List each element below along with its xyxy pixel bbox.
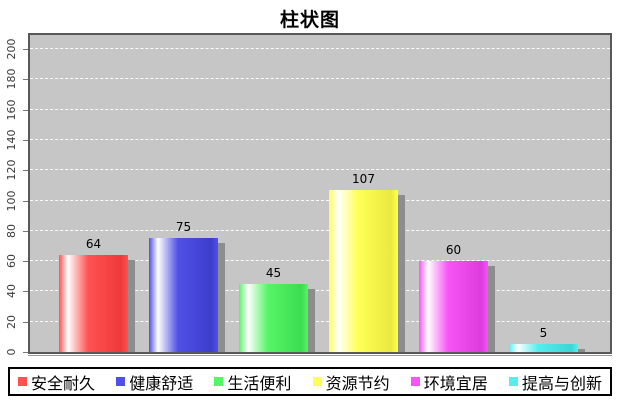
y-tick-mark — [23, 139, 28, 141]
gridline — [30, 290, 610, 292]
gridline — [30, 138, 610, 140]
gridline — [30, 229, 610, 231]
bar-生活便利 — [239, 283, 308, 352]
legend-label: 环境宜居 — [423, 373, 488, 393]
legend-swatch-icon — [312, 377, 322, 386]
legend-swatch-icon — [508, 377, 518, 386]
gridline — [30, 78, 610, 80]
gridline — [30, 108, 610, 110]
bar-value-label: 75 — [175, 220, 192, 235]
legend: 安全耐久 健康舒适 生活便利 资源节约 环境宜居 提高与创新 — [8, 367, 612, 396]
bar-环境宜居 — [419, 261, 488, 352]
gridline — [30, 169, 610, 171]
legend-label: 健康舒适 — [129, 373, 194, 393]
y-tick-mark — [23, 109, 28, 111]
bar-安全耐久 — [59, 255, 128, 352]
y-tick-mark — [23, 49, 28, 50]
y-tick-mark — [23, 321, 28, 323]
y-tick-mark — [23, 170, 28, 172]
legend-item-生活便利: 生活便利 — [214, 370, 291, 394]
bar-提高与创新 — [509, 344, 578, 352]
legend-swatch-icon — [18, 377, 27, 386]
y-tick-mark — [23, 352, 28, 353]
bar-value-label: 45 — [265, 265, 282, 280]
legend-swatch-icon — [116, 377, 126, 386]
bar-value-label: 60 — [445, 243, 462, 258]
legend-label: 资源节约 — [325, 373, 390, 393]
legend-item-健康舒适: 健康舒适 — [116, 370, 193, 394]
legend-swatch-icon — [410, 377, 420, 386]
y-tick-label: 200 — [5, 38, 18, 60]
bar-资源节约 — [329, 189, 398, 352]
legend-item-环境宜居: 环境宜居 — [410, 370, 488, 394]
gridline — [30, 320, 610, 322]
bar-value-label: 5 — [539, 326, 548, 341]
y-tick-mark — [23, 261, 28, 263]
legend-label: 安全耐久 — [31, 373, 96, 393]
y-tick-mark — [23, 79, 28, 81]
y-tick-mark — [23, 230, 28, 232]
chart-title: 柱状图 — [279, 9, 340, 31]
y-tick-mark — [23, 291, 28, 293]
legend-item-提高与创新: 提高与创新 — [508, 370, 602, 394]
bar-value-label: 64 — [85, 237, 102, 252]
plot-area: 64 75 45 107 60 5 — [28, 33, 612, 354]
legend-item-资源节约: 资源节约 — [312, 370, 390, 394]
legend-item-安全耐久: 安全耐久 — [18, 370, 95, 394]
x-axis-line — [28, 355, 612, 356]
bar-健康舒适 — [149, 238, 218, 352]
legend-swatch-icon — [214, 377, 224, 386]
y-tick-mark — [23, 200, 28, 202]
legend-label: 提高与创新 — [521, 373, 602, 393]
gridline — [30, 48, 610, 49]
legend-label: 生活便利 — [227, 373, 292, 393]
bar-value-label: 107 — [352, 171, 375, 186]
gridline — [30, 199, 610, 201]
gridline — [30, 260, 610, 262]
